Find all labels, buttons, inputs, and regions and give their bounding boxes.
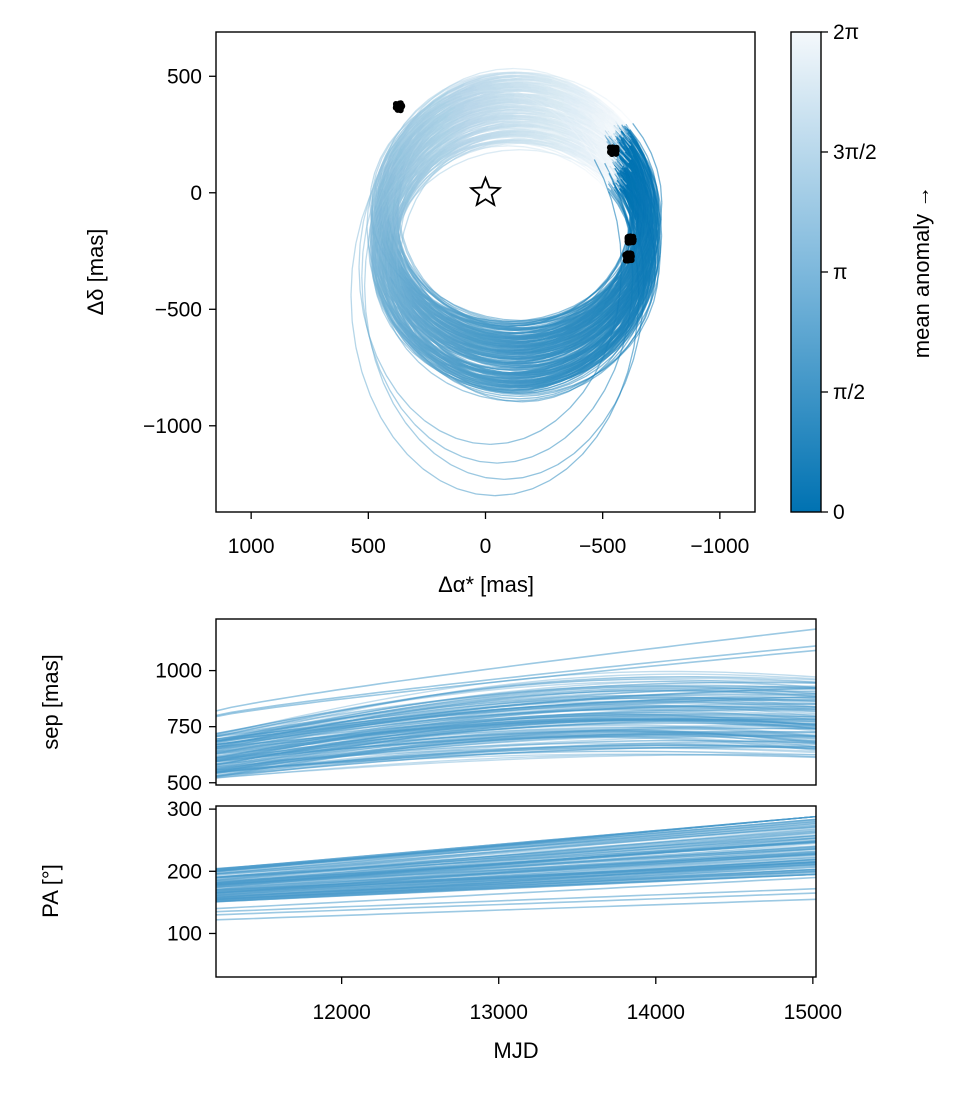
orbit-segment: [553, 388, 570, 396]
orbit-segment: [536, 393, 554, 399]
orbit-segment: [468, 376, 486, 384]
orbit-segment: [467, 114, 485, 122]
orbit-segment: [366, 226, 369, 244]
orbit-segment: [519, 397, 537, 400]
orbit-segment: [489, 136, 508, 140]
orbit-segment: [501, 394, 520, 398]
orbit-segment: [458, 76, 476, 83]
orbit-segment: [399, 338, 413, 353]
orbit-segment: [613, 110, 627, 125]
orbit-segment: [438, 165, 454, 175]
orbit-segment: [575, 156, 591, 167]
orbit-segment: [607, 183, 618, 198]
orbit-segment: [485, 150, 503, 155]
orbit-segment: [511, 126, 530, 130]
orbit-segment: [415, 98, 430, 112]
orbit-segment: [507, 136, 526, 140]
orbit-segment: [463, 72, 481, 80]
orbit-segment: [525, 352, 544, 357]
orbit-segment: [465, 102, 481, 110]
orbit-segment: [420, 145, 436, 159]
orbit-segment: [402, 339, 416, 353]
orbit-segment: [445, 81, 463, 91]
orbit-segment: [392, 325, 404, 341]
orbit-segment: [484, 391, 502, 396]
orbit-segment: [467, 386, 485, 393]
orbit-segment: [529, 127, 548, 133]
orbit-segment: [489, 386, 508, 390]
orbit-segment: [610, 189, 621, 204]
orbit-segment: [555, 85, 573, 93]
orbit-segment: [429, 89, 446, 101]
orbit-segment: [537, 391, 555, 396]
orbit-segment: [479, 68, 497, 74]
orbit-segment: [502, 397, 520, 400]
orbit-segment: [474, 72, 492, 78]
orbit-segment: [585, 165, 602, 175]
orbit-segment: [424, 361, 441, 373]
orbit-segment: [453, 370, 470, 379]
orbit-segment: [502, 149, 520, 152]
orbit-segment: [372, 279, 378, 296]
orbit-segment: [483, 363, 500, 368]
orbit-segment: [382, 310, 392, 327]
orbit-segment: [411, 351, 426, 364]
orbit-segment: [530, 68, 547, 74]
orbit-segment: [425, 173, 440, 185]
orbit-segment: [652, 178, 657, 196]
orbit-segment: [416, 99, 431, 112]
orbit-segment: [461, 76, 480, 83]
orbit-segment: [569, 380, 586, 390]
orbit-segment: [519, 149, 538, 152]
orbit-segment: [650, 284, 656, 302]
orbit-segment: [485, 393, 503, 399]
orbit-segment: [554, 386, 572, 393]
orbit-segment: [536, 142, 553, 147]
orbit-segment: [513, 67, 531, 71]
orbit-segment: [385, 138, 395, 155]
orbit-segment: [496, 67, 514, 71]
orbit-segment: [448, 78, 465, 88]
orbit-segment: [501, 110, 519, 114]
orbit-segment: [535, 126, 553, 132]
orbit-segment: [517, 111, 535, 114]
orbit-segment: [519, 394, 538, 398]
orbit-lines: [350, 67, 663, 497]
orbit-segment: [519, 140, 537, 144]
orbit-segment: [546, 130, 565, 138]
orbit-segment: [468, 153, 486, 160]
orbit-segment: [644, 301, 652, 318]
sky-plot: 1000 500 0 −500 −1000 5000−500−1000 Δα* [mas…: [83, 31, 756, 597]
orbit-segment: [404, 110, 418, 125]
orbit-segment: [622, 333, 634, 349]
orbit-segment: [376, 295, 384, 312]
orbit-segment: [453, 158, 470, 167]
